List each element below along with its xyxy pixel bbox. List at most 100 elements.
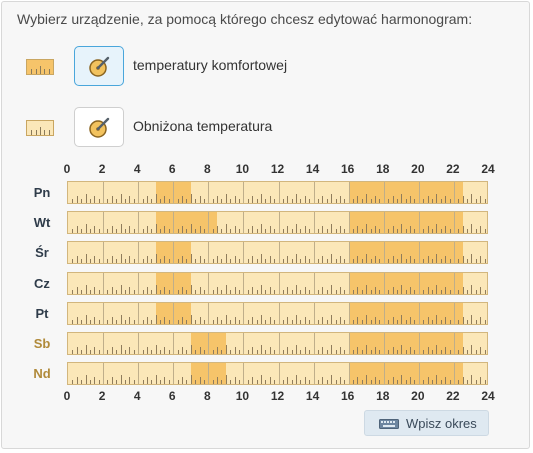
time-tick	[458, 199, 460, 203]
time-tick	[300, 229, 302, 234]
comfort-period-block[interactable]	[348, 212, 463, 234]
time-tick	[116, 199, 118, 203]
comfort-period-block[interactable]	[155, 212, 218, 234]
day-schedule-track[interactable]	[67, 181, 488, 204]
time-tick	[410, 226, 412, 234]
reduced-device-button[interactable]	[74, 107, 124, 147]
comfort-period-block[interactable]	[348, 272, 463, 294]
time-tick	[230, 350, 232, 354]
time-tick	[217, 226, 219, 234]
time-tick	[335, 380, 337, 385]
time-tick	[221, 380, 223, 385]
time-tick	[388, 380, 390, 385]
time-tick	[212, 289, 214, 294]
time-tick	[348, 182, 350, 203]
time-tick	[304, 226, 306, 234]
comfort-period-block[interactable]	[190, 333, 226, 354]
keyboard-icon	[379, 419, 399, 429]
time-tick	[458, 259, 460, 264]
time-tick	[274, 229, 276, 234]
day-schedule-track[interactable]	[67, 362, 488, 386]
time-tick	[234, 316, 236, 324]
time-tick	[146, 226, 148, 234]
time-tick	[431, 199, 433, 203]
time-tick	[269, 347, 271, 354]
time-tick	[418, 363, 420, 385]
comfort-period-block[interactable]	[348, 242, 463, 264]
time-tick	[370, 289, 372, 294]
time-tick	[190, 314, 192, 324]
time-tick	[125, 350, 126, 354]
hour-axis-label: 12	[270, 162, 285, 176]
time-tick	[296, 314, 298, 324]
time-tick	[440, 289, 442, 294]
time-tick	[120, 314, 122, 324]
time-tick	[190, 254, 192, 264]
time-tick	[458, 229, 460, 234]
comfort-period-block[interactable]	[348, 182, 463, 203]
time-tick	[480, 347, 482, 354]
time-tick	[243, 333, 245, 354]
time-tick	[304, 256, 306, 264]
time-tick	[168, 259, 170, 264]
time-tick	[89, 380, 91, 385]
time-tick	[304, 286, 306, 294]
time-tick	[116, 319, 118, 324]
day-schedule-track[interactable]	[67, 301, 488, 325]
swatch-tick	[40, 127, 41, 135]
hour-axis-label: 10	[235, 389, 250, 403]
time-tick	[366, 314, 368, 324]
time-tick	[423, 199, 425, 203]
comfort-period-block[interactable]	[348, 333, 463, 354]
hour-axis-label: 24	[481, 162, 495, 176]
time-tick	[331, 375, 333, 385]
time-tick	[339, 256, 341, 264]
time-tick	[155, 345, 157, 354]
time-tick	[396, 380, 398, 385]
time-tick	[348, 272, 350, 294]
time-tick	[440, 199, 442, 203]
time-tick	[392, 286, 394, 294]
time-tick	[344, 319, 346, 324]
day-schedule-track[interactable]	[67, 271, 488, 295]
comfort-period-block[interactable]	[190, 363, 226, 385]
time-tick	[208, 242, 210, 264]
thermostat-pencil-icon	[89, 56, 110, 77]
time-tick	[203, 350, 205, 354]
time-tick	[344, 380, 346, 385]
time-tick	[243, 212, 245, 234]
hour-axis-label: 20	[411, 162, 425, 176]
time-tick	[225, 314, 227, 324]
comfort-device-button[interactable]	[74, 46, 124, 86]
time-tick	[76, 316, 78, 324]
comfort-period-block[interactable]	[348, 363, 463, 385]
time-tick	[182, 286, 184, 294]
swatch-tick	[31, 130, 33, 135]
day-schedule-track[interactable]	[67, 211, 488, 235]
time-tick	[160, 229, 162, 234]
time-tick	[418, 212, 420, 234]
time-tick	[353, 319, 355, 324]
time-tick	[72, 350, 74, 354]
day-schedule-track[interactable]	[67, 332, 488, 355]
day-schedule-track[interactable]	[67, 241, 488, 265]
time-tick	[195, 350, 197, 354]
time-tick	[471, 254, 473, 264]
time-tick	[146, 316, 148, 324]
time-tick	[107, 259, 109, 264]
time-tick	[89, 229, 91, 234]
time-tick	[462, 377, 464, 385]
comfort-period-block[interactable]	[348, 302, 463, 324]
time-tick	[379, 319, 381, 324]
enter-period-button[interactable]: Wpisz okres	[364, 410, 489, 436]
time-tick	[475, 380, 477, 385]
time-tick	[182, 196, 184, 203]
time-tick	[296, 194, 298, 203]
time-tick	[401, 284, 403, 294]
time-tick	[445, 256, 447, 264]
thermostat-pencil-icon	[89, 117, 110, 138]
time-tick	[190, 345, 192, 354]
time-tick	[142, 259, 144, 264]
time-tick	[182, 316, 184, 324]
time-tick	[107, 199, 109, 203]
